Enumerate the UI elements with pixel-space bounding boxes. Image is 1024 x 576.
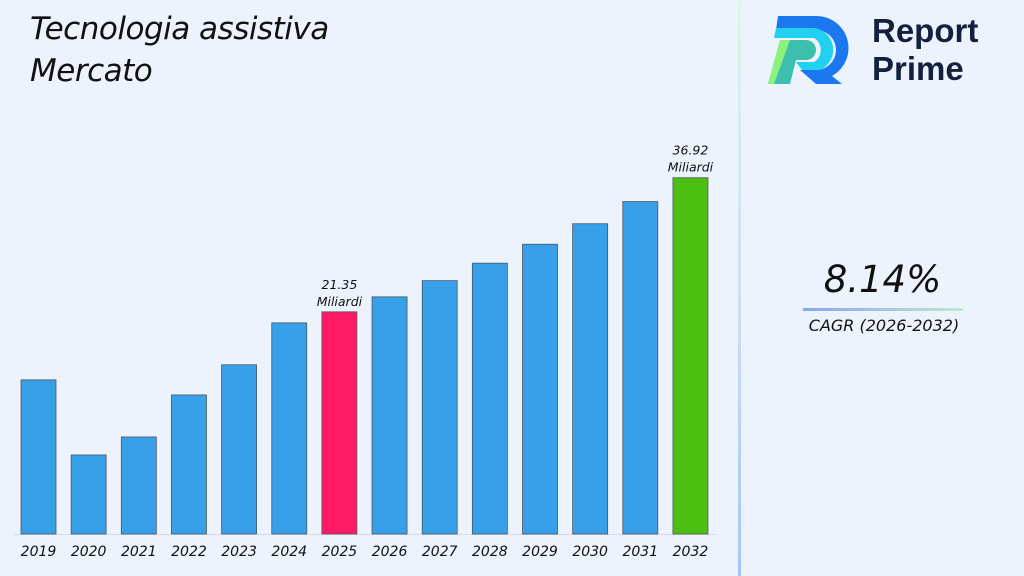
title-line-2: Mercato bbox=[30, 53, 153, 89]
x-tick-label-2028: 2028 bbox=[472, 544, 508, 560]
bar-chart: 2019 2020 2021 2022 2023 2024 2025 2026 2027 2028… bbox=[14, 143, 716, 560]
x-tick-label-2021: 2021 bbox=[121, 544, 157, 560]
bar-2028 bbox=[471, 262, 508, 535]
x-tick-label-2032: 2032 bbox=[673, 544, 709, 560]
data-label-unit-2032: Miliardi bbox=[668, 160, 714, 175]
bar-2021 bbox=[120, 436, 157, 535]
bar-2019 bbox=[20, 379, 57, 535]
bar-2031 bbox=[622, 201, 659, 535]
bar-2026 bbox=[371, 296, 408, 535]
brand-line-2: Prime bbox=[872, 50, 964, 87]
brand-line-1: Report bbox=[872, 12, 979, 49]
bar-2027 bbox=[421, 280, 458, 535]
bar-2022 bbox=[171, 394, 207, 535]
bar-2030 bbox=[572, 223, 609, 535]
x-tick-label-2030: 2030 bbox=[572, 544, 608, 560]
bar-2025 bbox=[321, 311, 358, 535]
x-tick-label-2023: 2023 bbox=[221, 544, 257, 560]
brand-name: Report Prime bbox=[872, 12, 978, 88]
chart-title: Tecnologia assistiva Mercato bbox=[30, 8, 329, 92]
divider bbox=[738, 0, 741, 576]
data-label-value-2032: 36.92 bbox=[673, 143, 709, 158]
cagr-value: 8.14% bbox=[823, 258, 942, 301]
bar-2023 bbox=[221, 364, 258, 535]
x-tick-label-2019: 2019 bbox=[21, 544, 57, 560]
cagr-label: CAGR (2026-2032) bbox=[808, 316, 960, 335]
x-tick-label-2020: 2020 bbox=[71, 544, 107, 560]
x-tick-label-2027: 2027 bbox=[422, 544, 458, 560]
cagr-underline bbox=[803, 308, 963, 311]
x-tick-label-2025: 2025 bbox=[322, 544, 358, 560]
data-label-unit-2025: Miliardi bbox=[317, 294, 363, 309]
x-tick-label-2029: 2029 bbox=[522, 544, 558, 560]
bar-2032 bbox=[672, 177, 709, 535]
bar-2020 bbox=[70, 454, 107, 535]
x-tick-label-2024: 2024 bbox=[271, 544, 307, 560]
report-prime-logo-icon bbox=[768, 15, 849, 84]
title-line-1: Tecnologia assistiva bbox=[30, 11, 329, 47]
bar-2024 bbox=[271, 322, 308, 535]
x-tick-label-2022: 2022 bbox=[171, 544, 207, 560]
data-label-value-2025: 21.35 bbox=[322, 277, 358, 292]
bar-2029 bbox=[522, 243, 558, 535]
x-tick-label-2026: 2026 bbox=[372, 544, 408, 560]
x-tick-label-2031: 2031 bbox=[622, 544, 658, 560]
